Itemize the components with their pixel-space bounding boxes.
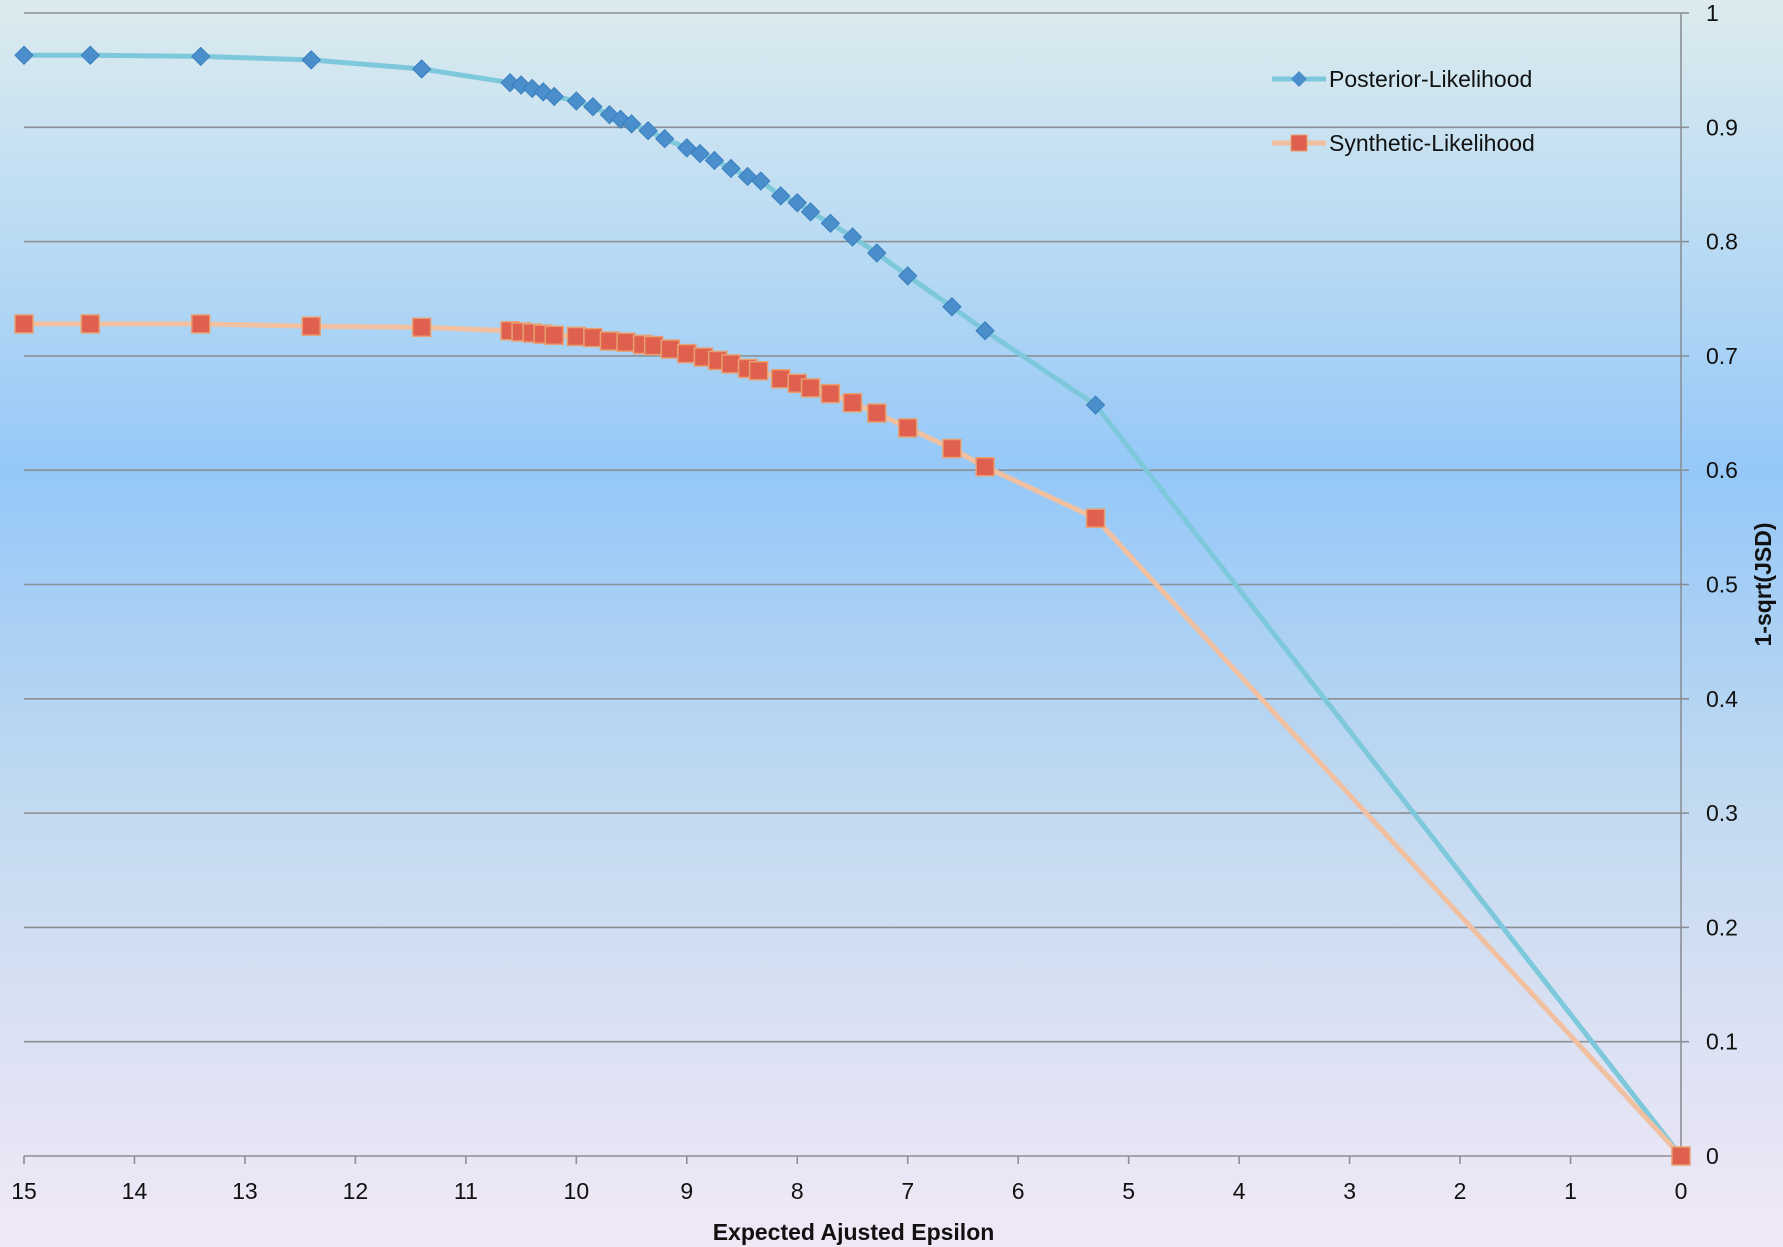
data-point (411, 59, 432, 79)
y-tick-label: 0.7 (1706, 343, 1738, 369)
x-tick-label: 0 (1675, 1178, 1688, 1204)
y-tick-label: 0.1 (1706, 1029, 1738, 1055)
x-tick-label: 6 (1012, 1178, 1025, 1204)
y-tick-label: 0.6 (1706, 457, 1738, 483)
x-tick-label: 7 (901, 1178, 914, 1204)
data-point (751, 171, 771, 191)
data-point (800, 202, 821, 222)
legend-item: Posterior-Likelihood (1272, 66, 1532, 92)
x-tick-label: 14 (122, 1178, 148, 1204)
data-point (770, 369, 791, 389)
legend-label: Synthetic-Likelihood (1329, 130, 1535, 156)
legend-marker (1291, 71, 1307, 87)
data-point (660, 339, 680, 359)
data-point (787, 193, 807, 213)
data-point (638, 121, 658, 141)
data-point (975, 457, 995, 477)
data-point (737, 166, 758, 187)
data-point (897, 418, 918, 438)
data-point (301, 316, 321, 336)
data-point (1085, 395, 1106, 415)
series-group (14, 45, 1691, 1166)
legend-marker (1290, 134, 1308, 152)
data-point (690, 143, 710, 164)
x-tick-label: 15 (11, 1178, 37, 1204)
data-point (898, 266, 918, 286)
y-axis-title: 1-sqrt(JSD) (1750, 523, 1776, 647)
data-point (677, 343, 697, 364)
legend: Posterior-Likelihood Synthetic-Likelihood (1272, 66, 1535, 156)
x-tick-label: 9 (680, 1178, 693, 1204)
data-point (867, 243, 887, 263)
data-point (80, 45, 100, 65)
data-point (721, 354, 741, 374)
data-point (544, 86, 564, 107)
data-point (191, 46, 211, 67)
x-tick-label: 3 (1343, 1178, 1356, 1204)
data-point (842, 393, 863, 413)
x-tick-label: 11 (454, 1178, 478, 1204)
x-tick-label: 13 (232, 1178, 258, 1204)
data-point (583, 327, 603, 348)
x-tick-label: 2 (1454, 1178, 1467, 1204)
data-point (704, 150, 725, 171)
y-tick-label: 0.3 (1706, 800, 1738, 826)
data-point (677, 138, 697, 158)
y-tick-label: 0.5 (1706, 572, 1738, 598)
y-tick-label: 0.9 (1706, 114, 1738, 140)
data-point (566, 91, 587, 111)
y-tick-label: 0.2 (1706, 914, 1738, 940)
series-1 (14, 314, 1691, 1166)
x-tick-label: 12 (343, 1178, 369, 1204)
data-point (80, 314, 101, 334)
x-tick-label: 5 (1122, 1178, 1135, 1204)
legend-item: Synthetic-Likelihood (1272, 130, 1535, 156)
x-axis-title: Expected Ajusted Epsilon (713, 1219, 995, 1245)
data-point (301, 50, 321, 70)
x-tick-label: 10 (564, 1178, 590, 1204)
legend-label: Posterior-Likelihood (1329, 66, 1532, 92)
data-point (14, 45, 34, 65)
data-point (1085, 508, 1106, 528)
data-point (621, 114, 642, 134)
data-point (522, 78, 542, 99)
data-point (770, 186, 791, 206)
data-point (1671, 1146, 1691, 1166)
data-point (942, 438, 962, 459)
data-point (190, 314, 211, 334)
data-point (599, 331, 620, 351)
data-point (544, 325, 564, 346)
data-point (654, 129, 675, 149)
data-point (583, 97, 603, 117)
data-point (566, 326, 587, 347)
data-point (820, 213, 841, 234)
y-tick-label: 0 (1706, 1143, 1719, 1169)
y-tick-label: 0.8 (1706, 229, 1738, 255)
data-point (721, 158, 741, 179)
x-tick-label: 8 (791, 1178, 804, 1204)
data-point (842, 227, 863, 247)
x-tick-label: 1 (1564, 1178, 1577, 1204)
data-point (748, 361, 769, 381)
data-point (942, 297, 962, 317)
data-point (867, 403, 887, 423)
data-point (643, 335, 664, 356)
y-tick-label: 1 (1706, 0, 1719, 26)
data-point (800, 378, 821, 398)
data-point (616, 332, 636, 352)
data-point (975, 321, 995, 341)
data-point (610, 109, 631, 130)
y-tick-label: 0.4 (1706, 686, 1738, 712)
data-point (14, 314, 34, 334)
data-point (820, 383, 841, 404)
x-tick-label: 4 (1233, 1178, 1246, 1204)
data-point (411, 317, 432, 338)
